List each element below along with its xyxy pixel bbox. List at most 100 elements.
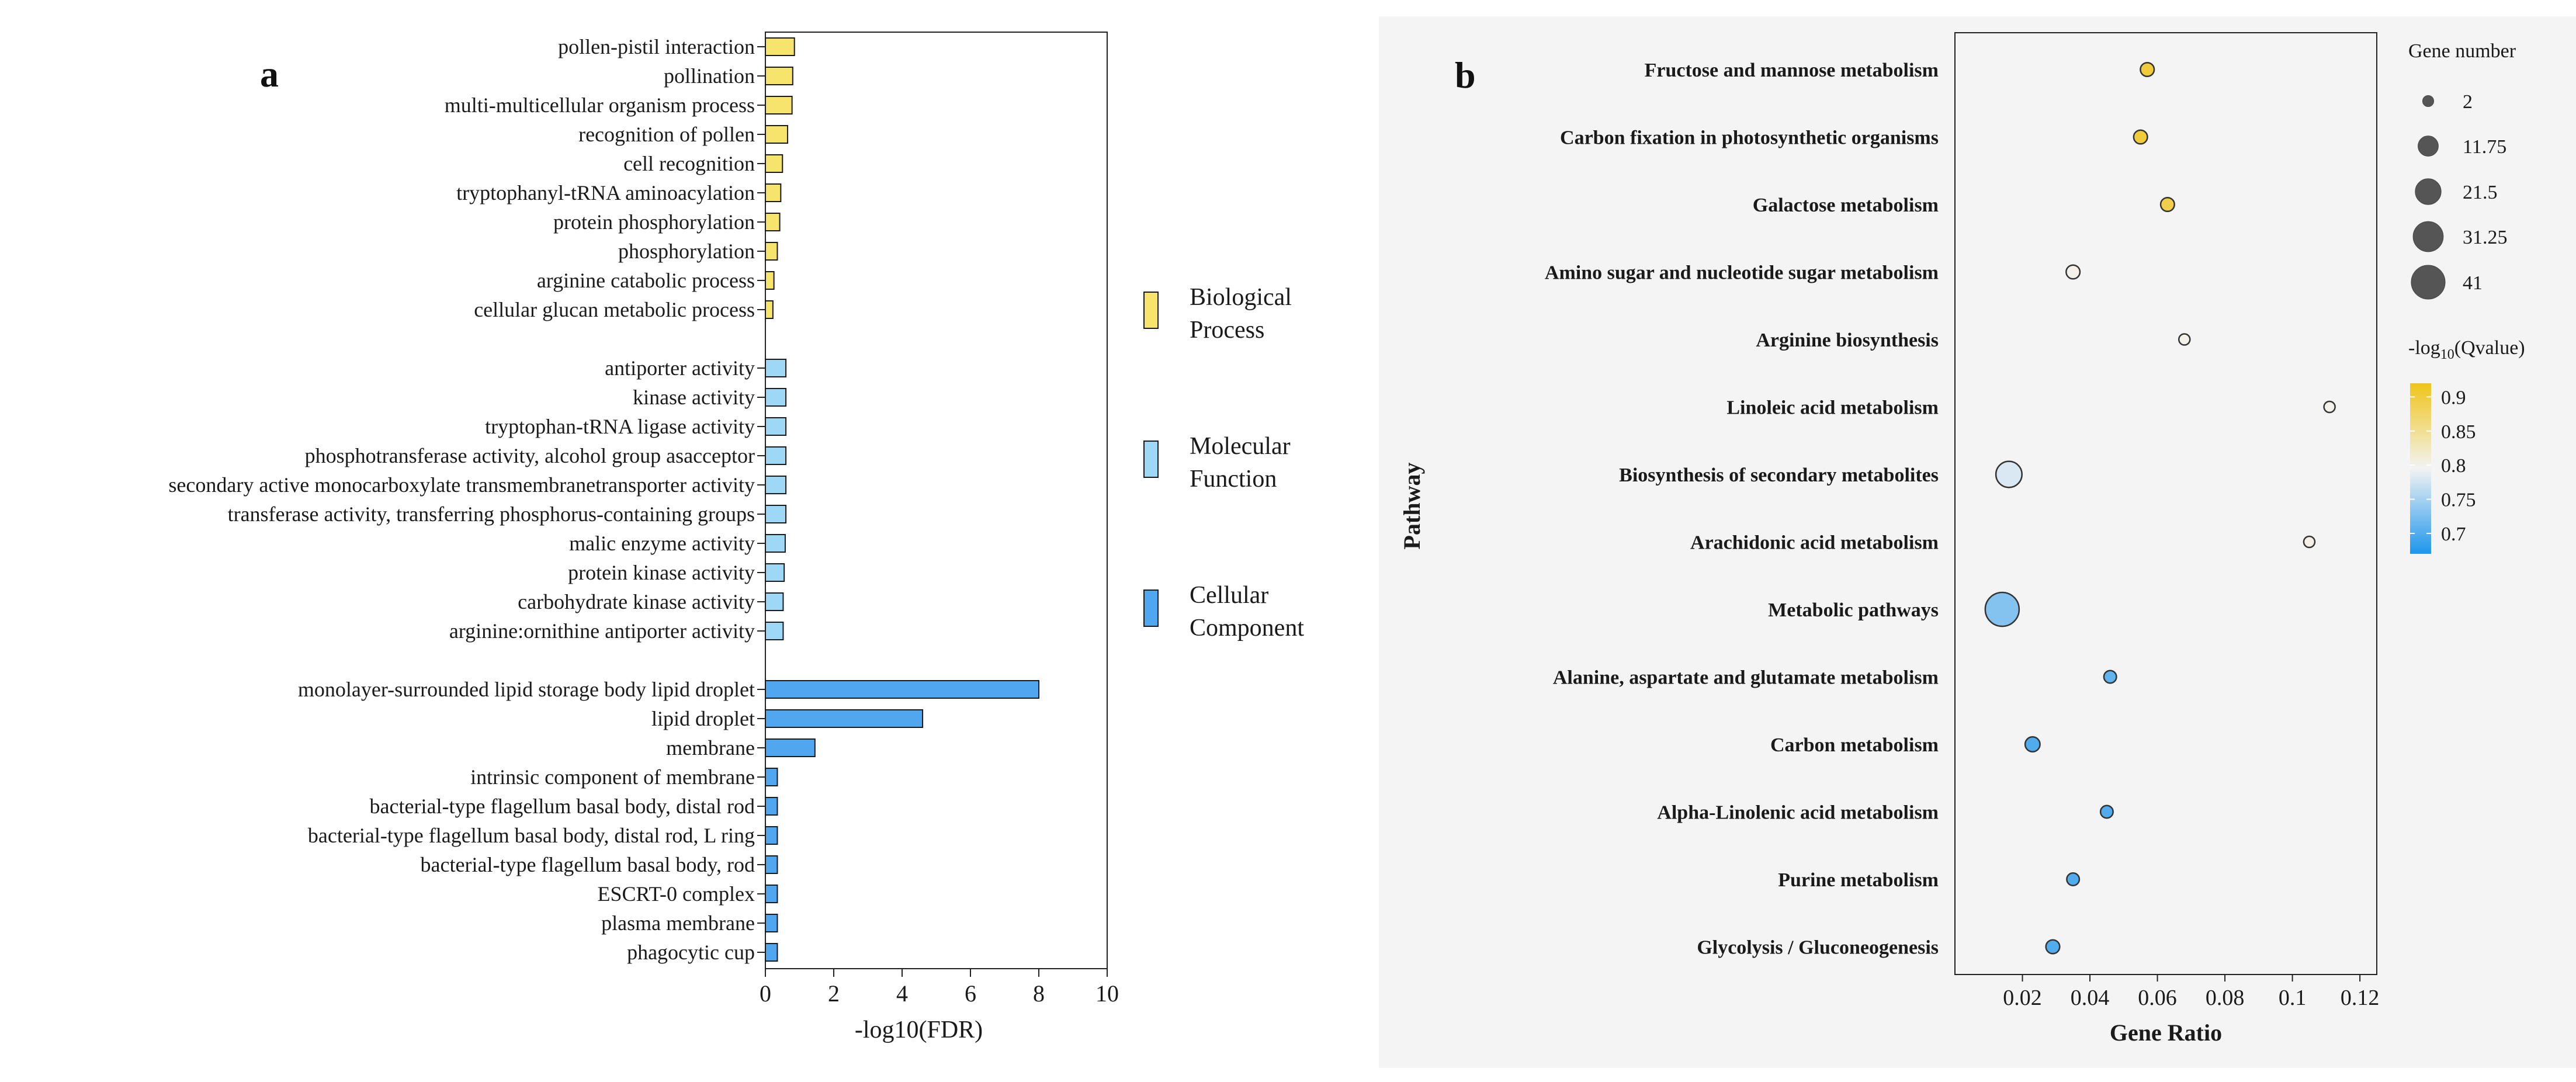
bar-1-3 <box>765 446 787 465</box>
category-label: plasma membrane <box>601 911 755 935</box>
bar-2-3 <box>765 768 778 786</box>
pathway-label: Carbon fixation in photosynthetic organi… <box>1560 127 1939 149</box>
x-tick-label: 0 <box>760 980 771 1007</box>
category-label: pollen-pistil interaction <box>558 35 755 58</box>
bar-1-4 <box>765 476 787 494</box>
size-legend-label: 2 <box>2463 91 2473 113</box>
size-legend-label: 11.75 <box>2463 136 2506 158</box>
x-tick-label: 6 <box>965 980 976 1007</box>
category-label: kinase activity <box>633 386 755 409</box>
category-label: ESCRT-0 complex <box>597 882 755 906</box>
pathway-label: Carbon metabolism <box>1770 734 1939 756</box>
plot-frame-a <box>765 32 1108 969</box>
bar-2-2 <box>765 738 816 757</box>
bar-2-4 <box>765 797 778 816</box>
bubble-5 <box>2323 400 2336 414</box>
pathway-label: Metabolic pathways <box>1768 599 1939 621</box>
go-enrichment-bar-chart: a pollen-pistil interaction pollination mul… <box>168 32 1304 1043</box>
bubble-12 <box>2066 872 2081 887</box>
pathway-label: Galactose metabolism <box>1753 195 1939 216</box>
pathway-label: Purine metabolism <box>1778 869 1939 891</box>
category-label: secondary active monocarboxylate transme… <box>168 473 755 497</box>
category-label: carbohydrate kinase activity <box>518 590 755 613</box>
legend-label: Process <box>1190 317 1264 344</box>
y-axis-label-b: Pathway <box>1399 463 1425 550</box>
bar-1-8 <box>765 592 784 611</box>
legend-swatch-0 <box>1143 292 1159 329</box>
x-axis-label-b: Gene Ratio <box>2110 1019 2222 1046</box>
kegg-bubble-chart: b Fructose and mannose metabolism Carbon f… <box>1399 32 2525 1046</box>
bar-1-2 <box>765 417 787 436</box>
size-legend-label: 21.5 <box>2463 182 2498 203</box>
x-axis-label-a: -log10(FDR) <box>855 1017 983 1043</box>
bubble-8 <box>1984 591 2020 627</box>
pathway-label: Fructose and mannose metabolism <box>1645 60 1939 81</box>
pathway-label: Amino sugar and nucleotide sugar metabol… <box>1545 262 1939 284</box>
color-legend-label: 0.85 <box>2441 421 2476 443</box>
color-legend-label: 0.8 <box>2441 455 2466 477</box>
bar-0-9 <box>765 300 774 319</box>
bar-2-0 <box>765 680 1039 699</box>
size-legend-dot-4 <box>2411 265 2446 300</box>
category-label: cell recognition <box>623 152 755 175</box>
x-tick-label: 8 <box>1033 980 1045 1007</box>
x-tick-label: 0.04 <box>2071 986 2110 1010</box>
x-tick-label: 0.06 <box>2138 986 2177 1010</box>
bar-0-8 <box>765 271 775 290</box>
bubble-10 <box>2024 736 2041 752</box>
plot-frame-b <box>1954 32 2377 975</box>
category-label: bacterial-type flagellum basal body, dis… <box>370 795 755 818</box>
bar-2-6 <box>765 855 778 874</box>
pathway-label: Glycolysis / Gluconeogenesis <box>1697 937 1939 959</box>
pathway-label: Linoleic acid metabolism <box>1726 397 1939 419</box>
category-label: recognition of pollen <box>578 123 755 146</box>
category-label: malic enzyme activity <box>569 532 755 555</box>
legend-swatch-1 <box>1143 441 1159 478</box>
x-tick-label: 4 <box>896 980 908 1007</box>
bar-1-0 <box>765 359 787 377</box>
x-tick-label: 0.1 <box>2279 986 2307 1010</box>
bar-0-2 <box>765 96 793 115</box>
x-tick-label: 0.02 <box>2003 986 2042 1010</box>
category-label: protein phosphorylation <box>553 210 755 234</box>
bubble-11 <box>2099 804 2114 819</box>
category-label: arginine:ornithine antiporter activity <box>449 619 755 643</box>
bar-2-5 <box>765 826 778 845</box>
x-tick-label: 10 <box>1095 980 1119 1007</box>
category-label: phagocytic cup <box>627 941 755 964</box>
legend-swatch-2 <box>1143 589 1159 627</box>
category-label: cellular glucan metabolic process <box>474 298 755 321</box>
kegg-bubble-chart-panel: b Fructose and mannose metabolism Carbon f… <box>1379 16 2576 1068</box>
bar-0-3 <box>765 125 789 144</box>
bar-0-4 <box>765 154 783 173</box>
panel-label-b: b <box>1455 54 1476 96</box>
bar-1-7 <box>765 563 785 582</box>
legend-label: Biological <box>1190 284 1292 311</box>
bar-2-8 <box>765 914 778 932</box>
bar-1-1 <box>765 388 787 407</box>
legend-label: Cellular <box>1190 582 1268 609</box>
bar-0-6 <box>765 213 781 231</box>
panel-label-a: a <box>260 53 279 95</box>
bubble-13 <box>2045 939 2061 955</box>
pathway-label: Alpha-Linolenic acid metabolism <box>1657 802 1939 824</box>
size-legend-title: Gene number <box>2408 40 2516 62</box>
legend-label: Molecular <box>1190 433 1291 460</box>
size-legend-dot-1 <box>2418 136 2439 157</box>
category-label: monolayer-surrounded lipid storage body … <box>298 678 755 701</box>
category-label: pollination <box>664 64 755 88</box>
x-tick-label: 2 <box>828 980 840 1007</box>
color-legend-label: 0.75 <box>2441 490 2476 511</box>
size-legend-dot-3 <box>2412 221 2444 252</box>
color-legend-title-subscript: 10 <box>2440 347 2454 362</box>
category-label: tryptophanyl-tRNA aminoacylation <box>456 181 755 204</box>
category-label: membrane <box>666 736 755 760</box>
bubble-4 <box>2178 333 2191 346</box>
color-legend-label: 0.9 <box>2441 387 2466 408</box>
bubble-9 <box>2103 670 2117 684</box>
bar-2-7 <box>765 885 778 903</box>
bar-2-1 <box>765 709 924 728</box>
size-legend-label: 41 <box>2463 272 2483 294</box>
bar-1-9 <box>765 622 784 640</box>
category-label: antiporter activity <box>605 356 755 380</box>
